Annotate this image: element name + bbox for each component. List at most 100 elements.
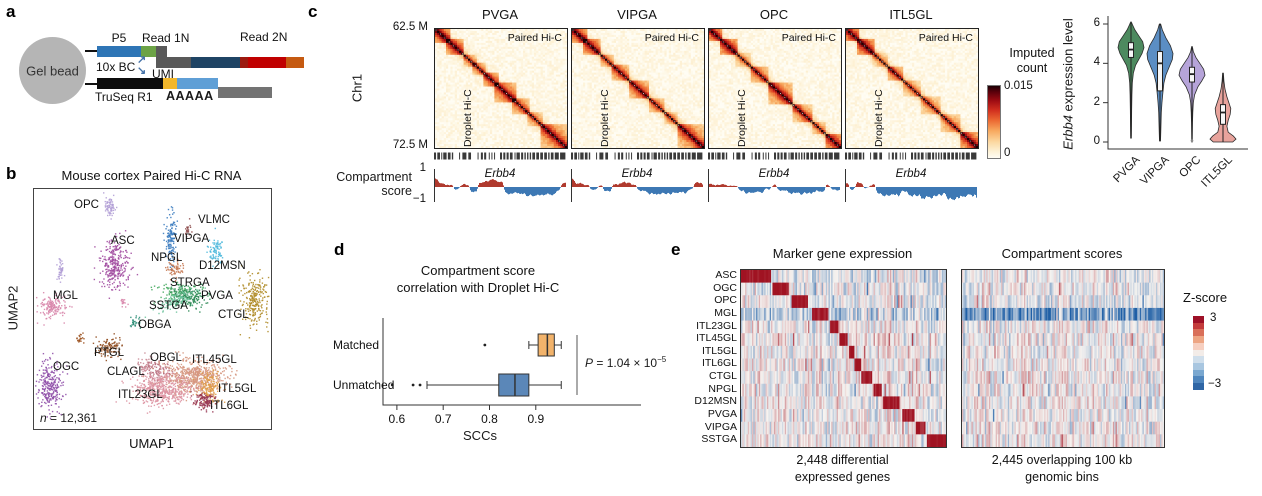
boxplot-xtick-0.9: 0.9 [527, 412, 545, 426]
cdna-gray-segment [218, 87, 272, 98]
violin-ytick-0: 0 [1093, 135, 1100, 147]
hic-heatmap-canvas [709, 29, 841, 148]
capture-blue-segment [177, 78, 218, 89]
droplet-hic-label: Droplet Hi-C [736, 89, 748, 147]
n-cells-label: n = 12,361 [40, 411, 98, 425]
umap-cluster-labels: OPC VLMC VIPGA ASC NPGL D12MSN STRGA PVGA MGL SST… [34, 189, 271, 429]
truseq-label: TruSeq R1 [95, 90, 153, 104]
sccs-axis-label: SCCs [463, 428, 497, 443]
umap-label-vlmc: VLMC [198, 214, 230, 226]
violin-ytick-2: 2 [1093, 95, 1100, 108]
hic-map-title-vipga: VIPGA [617, 7, 657, 22]
violin-y-axis-label: Erbb4 expression level [1060, 18, 1076, 150]
compartment-score-axis-label: Compartment score [336, 170, 412, 198]
violin-ytick-4: 4 [1093, 56, 1100, 69]
boxplot-xtick-0.8: 0.8 [481, 412, 498, 426]
umap2-axis-label: UMAP2 [5, 285, 21, 331]
boxplot-xtick-0.7: 0.7 [434, 412, 452, 426]
umi-yellow-segment [163, 78, 177, 89]
umap-label-mgl: MGL [53, 290, 78, 302]
boxplot-xtick-0.6: 0.6 [388, 412, 406, 426]
panel-e-heatmaps: Marker gene expression Compartment score… [655, 240, 1262, 496]
bead-connector-bottom [85, 83, 97, 85]
heatmap-row-labels: ASC OGC OPC MGL ITL23GL ITL45GL ITL5GL ITL6GL CT… [658, 269, 737, 446]
umap1-axis-label: UMAP1 [129, 436, 174, 451]
tenx-bc-label: 10x BC [96, 60, 136, 74]
read2-red-segment [248, 57, 286, 68]
paired-hic-label: Paired Hi-C [918, 32, 973, 44]
zscore-color-segment [1193, 336, 1204, 343]
umap-scatter-canvas [34, 189, 271, 429]
arrow-to-barcode-icon: ↗ [137, 54, 147, 66]
paired-hic-label: Paired Hi-C [781, 32, 836, 44]
heatmap-row-label-itl6gl: ITL6GL [701, 357, 737, 370]
umap-label-clagl: CLAGL [107, 366, 145, 378]
colorbar-max-label: 0.015 [1004, 80, 1033, 92]
p5-label: P5 [111, 31, 127, 45]
zscore-colorbar [1193, 316, 1204, 390]
matched-category-label: Matched [333, 338, 380, 352]
arrow-to-umi-icon: ↘ [137, 65, 147, 77]
heatmap-row-label-npgl: NPGL [708, 382, 737, 395]
heatmap-row-label-d12msn: D12MSN [694, 395, 737, 408]
hic-map-opc: Paired Hi-C Droplet Hi-C [708, 28, 842, 149]
zscore-color-segment [1193, 369, 1204, 377]
droplet-hic-label: Droplet Hi-C [873, 89, 885, 147]
paired-hic-label: Paired Hi-C [507, 32, 562, 44]
paired-hic-label: Paired Hi-C [644, 32, 699, 44]
zscore-min-label: −3 [1208, 378, 1222, 390]
compartment-heatmap-caption: 2,445 overlapping 100 kb genomic bins [991, 453, 1133, 484]
heatmap-row-label-asc: ASC [715, 269, 737, 281]
umap-label-sstga: SSTGA [149, 300, 188, 312]
compartment-track-canvas [434, 168, 566, 204]
hic-map-itl5gl: Paired Hi-C Droplet Hi-C [845, 28, 979, 149]
heatmap-row-label-itl23gl: ITL23GL [696, 319, 737, 332]
read1n-label: Read 1N [142, 31, 190, 45]
marker-heatmap-canvas [741, 270, 946, 447]
panel-b-umap: Mouse cortex Paired Hi-C RNA OPC VLMC VIPG… [0, 160, 300, 496]
panel-letter-c: c [308, 2, 318, 21]
imputed-count-colorbar [987, 85, 1001, 159]
chromosome-label: Chr1 [349, 73, 365, 103]
umi-label: UMI [152, 67, 174, 81]
read2n-label: Read 2N [240, 30, 288, 44]
panel-letter-e: e [671, 240, 681, 259]
heatmap-row-label-ogc: OGC [713, 281, 737, 294]
heatmap-row-label-vipga: VIPGA [704, 420, 737, 433]
hic-map-title-pvga: PVGA [481, 7, 519, 22]
insert-segment [191, 57, 240, 68]
heatmap-row-label-sstga: SSTGA [701, 433, 737, 446]
zscore-color-segment [1193, 342, 1204, 350]
droplet-hic-label: Droplet Hi-C [599, 89, 611, 147]
umap-label-obga: OBGA [138, 319, 172, 331]
umap-title: Mouse cortex Paired Hi-C RNA [61, 168, 242, 183]
spacer-segment [167, 57, 191, 68]
umap-label-obgl: OBGL [150, 352, 182, 364]
heatmap-row-label-itl45gl: ITL45GL [696, 332, 737, 345]
heatmap-row-label-opc: OPC [714, 294, 737, 307]
umap-label-ogc: OGC [53, 361, 80, 373]
heatmap-row-label-mgl: MGL [714, 306, 737, 319]
umap-label-ptgl: PTGL [94, 347, 125, 359]
zscore-color-segment [1193, 376, 1204, 384]
adapter-dark-segment [240, 57, 248, 68]
zscore-color-segment [1193, 356, 1204, 364]
barcode-segment [141, 46, 156, 57]
gene-track-canvas [434, 151, 566, 161]
umap-label-itl5gl: ITL5GL [218, 383, 257, 395]
compartment-track-canvas [708, 168, 840, 204]
score-max-tick: 1 [419, 162, 426, 174]
hic-heatmap-canvas [435, 29, 567, 148]
zscore-color-segment [1193, 329, 1204, 337]
polya-label: AAAAA [166, 89, 214, 103]
unmatched-category-label: Unmatched [333, 378, 395, 392]
umap-label-vipga: VIPGA [174, 233, 210, 245]
compartment-heatmap-title: Compartment scores [1001, 246, 1123, 261]
zscore-color-segment [1193, 363, 1204, 370]
hic-map-title-itl5gl: ITL5GL [889, 7, 933, 22]
marker-heatmap-caption: 2,448 differential expressed genes [794, 453, 891, 484]
colorbar-min-label: 0 [1004, 147, 1011, 159]
panel-c-hic: 62.5 M 72.5 M Chr1 PVGA VIPGA OPC ITL5GL… [300, 0, 1054, 215]
compartment-track-canvas [845, 168, 977, 204]
